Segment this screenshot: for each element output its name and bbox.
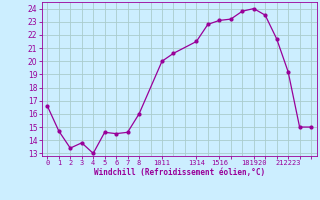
- X-axis label: Windchill (Refroidissement éolien,°C): Windchill (Refroidissement éolien,°C): [94, 168, 265, 177]
